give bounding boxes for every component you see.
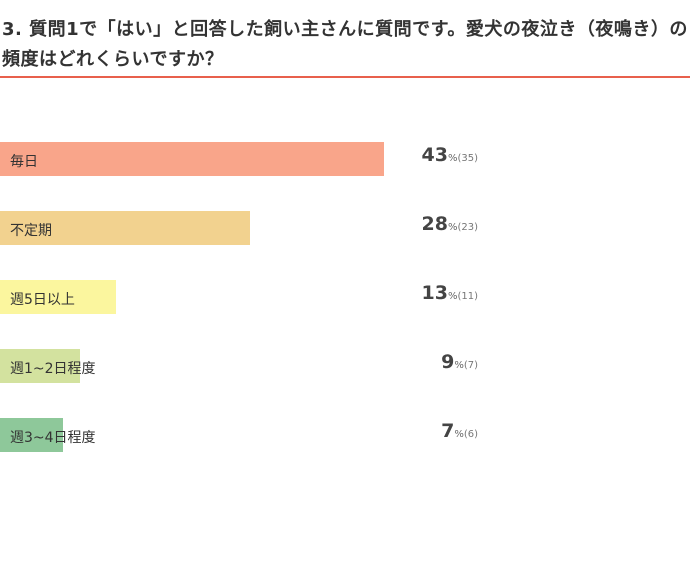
value-label: 43%(35) [422,144,479,166]
percent-sign: % [447,153,458,164]
value-label: 28%(23) [422,213,479,235]
bar-row: 不定期 28%(23) [0,211,698,245]
respondent-count: (35) [457,153,478,164]
value-label: 7%(6) [441,420,478,442]
value-label: 9%(7) [441,351,478,373]
percent-sign: % [447,291,458,302]
bar [0,211,250,245]
bar [0,349,80,383]
bar-row: 週5日以上 13%(11) [0,280,698,314]
respondent-count: (6) [463,429,478,440]
bar [0,142,384,176]
percent-sign: % [454,429,464,440]
percent-value: 7 [441,420,455,442]
category-label: 週3~4日程度 [10,430,96,446]
category-label: 週1~2日程度 [10,361,96,377]
bar [0,418,63,452]
value-label: 13%(11) [422,282,479,304]
respondent-count: (7) [463,360,478,371]
respondent-count: (11) [457,291,478,302]
category-label: 不定期 [10,223,52,239]
percent-sign: % [454,360,464,371]
category-label: 週5日以上 [10,292,75,308]
percent-value: 28 [421,213,448,235]
bar [0,280,116,314]
question-title: 3. 質問1で「はい」と回答した飼い主さんに質問です。愛犬の夜泣き（夜鳴き）の頻… [2,19,688,70]
respondent-count: (23) [457,222,478,233]
percent-value: 13 [421,282,448,304]
title-divider [0,76,690,78]
bar-row: 毎日 43%(35) [0,142,698,176]
category-label: 毎日 [10,154,38,170]
percent-value: 9 [441,351,455,373]
percent-value: 43 [421,144,448,166]
bar-row: 週3~4日程度 7%(6) [0,418,698,452]
bar-row: 週1~2日程度 9%(7) [0,349,698,383]
percent-sign: % [447,222,458,233]
